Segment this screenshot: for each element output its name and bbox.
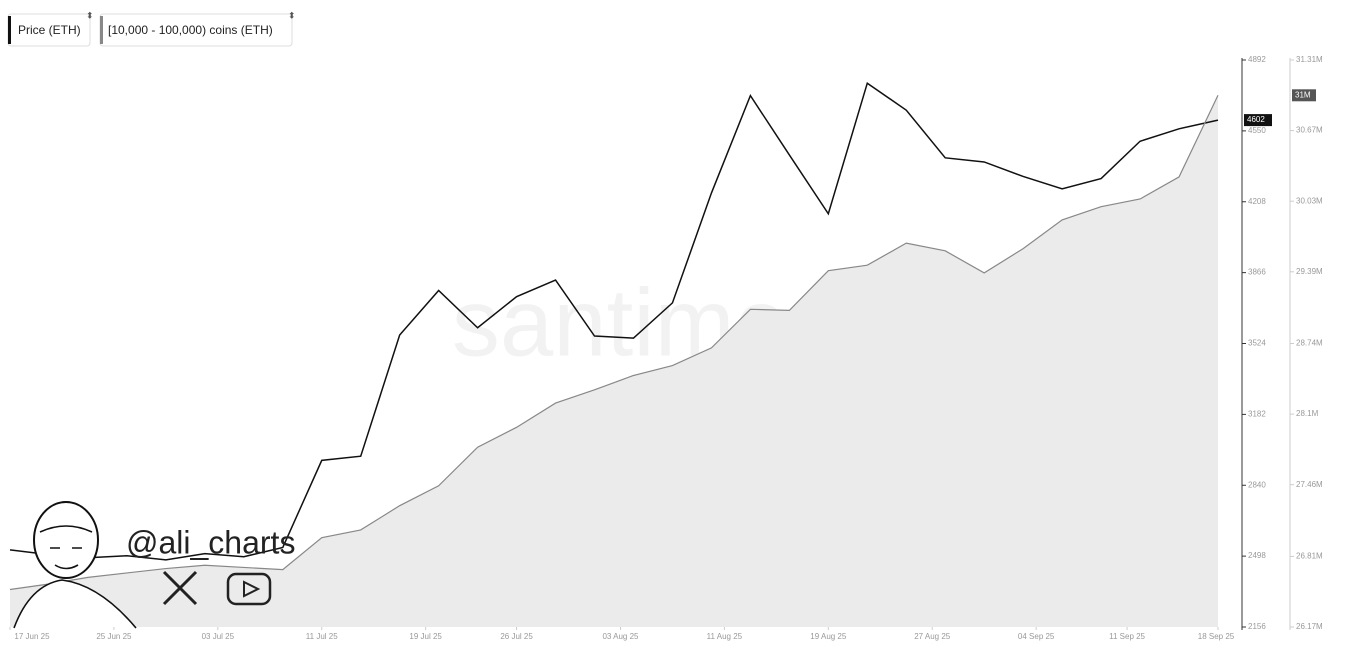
x-tick-label: 26 Jul 25	[500, 632, 533, 641]
y-tick-label: 3182	[1248, 409, 1266, 418]
x-tick-label: 18 Sep 25	[1198, 632, 1235, 641]
avatar-face	[39, 525, 93, 570]
y2-tick-label: 28.74M	[1296, 339, 1323, 348]
x-tick-label: 04 Sep 25	[1018, 632, 1055, 641]
y2-tick-label: 30.03M	[1296, 196, 1323, 205]
x-tick-label: 17 Jun 25	[14, 632, 50, 641]
x-tick-label: 11 Aug 25	[707, 632, 743, 641]
line	[9, 95, 1219, 591]
price-badge	[1244, 114, 1272, 127]
x-tick-label: 27 Aug 25	[914, 632, 951, 641]
y-tick-label: 2498	[1248, 551, 1266, 560]
x-tick-label: 19 Aug 25	[810, 632, 847, 641]
y2-tick-label: 28.1M	[1296, 409, 1319, 418]
legend-swatch	[100, 16, 103, 44]
area	[10, 95, 1218, 627]
plot-area	[9, 82, 1219, 627]
legend-label[interactable]: [10,000 - 100,000) coins (ETH)	[108, 23, 273, 37]
y2-tick-label: 27.46M	[1296, 480, 1323, 489]
holdings-badge	[1292, 89, 1316, 102]
youtube-play	[243, 580, 261, 598]
x-tick-label: 25 Jun 25	[96, 632, 132, 641]
youtube-icon[interactable]	[226, 572, 272, 606]
avatar-head	[33, 501, 99, 579]
y-tick-label: 2156	[1248, 622, 1266, 631]
y-tick-label: 2840	[1248, 480, 1266, 489]
price-badge-label: 4602	[1247, 115, 1265, 124]
branding: @ali_charts	[13, 501, 295, 629]
x-tick-label: 11 Sep 25	[1109, 632, 1145, 641]
x-tick-label: 19 Jul 25	[409, 632, 442, 641]
line	[9, 82, 1219, 561]
y2-tick-label: 26.17M	[1296, 622, 1323, 631]
y2-tick-label: 31.31M	[1296, 55, 1323, 64]
y-tick-label: 3524	[1248, 339, 1266, 348]
y-tick-label: 4208	[1248, 197, 1266, 206]
handle: @ali_charts	[126, 524, 295, 560]
x-tick-label: 03 Jul 25	[202, 632, 235, 641]
y-tick-label: 3866	[1248, 268, 1266, 277]
sort-icon[interactable]: ⬍	[288, 10, 296, 20]
x-tick-label: 11 Jul 25	[306, 632, 338, 641]
sort-icon[interactable]: ⬍	[86, 10, 94, 20]
y2-tick-label: 26.81M	[1296, 552, 1323, 561]
x-icon[interactable]	[162, 570, 198, 606]
y-tick-label: 4550	[1248, 126, 1266, 135]
holdings-badge-label: 31M	[1295, 90, 1311, 99]
legend-label[interactable]: Price (ETH)	[18, 23, 81, 37]
y2-tick-label: 29.39M	[1296, 267, 1323, 276]
legend: Price (ETH) ⬍ [10,000 - 100,000) coins (…	[7, 10, 296, 47]
x-tick-label: 03 Aug 25	[602, 632, 639, 641]
avatar-body	[13, 579, 137, 629]
y-tick-label: 4892	[1248, 55, 1266, 64]
y2-tick-label: 30.67M	[1296, 126, 1323, 135]
legend-swatch	[8, 16, 11, 44]
